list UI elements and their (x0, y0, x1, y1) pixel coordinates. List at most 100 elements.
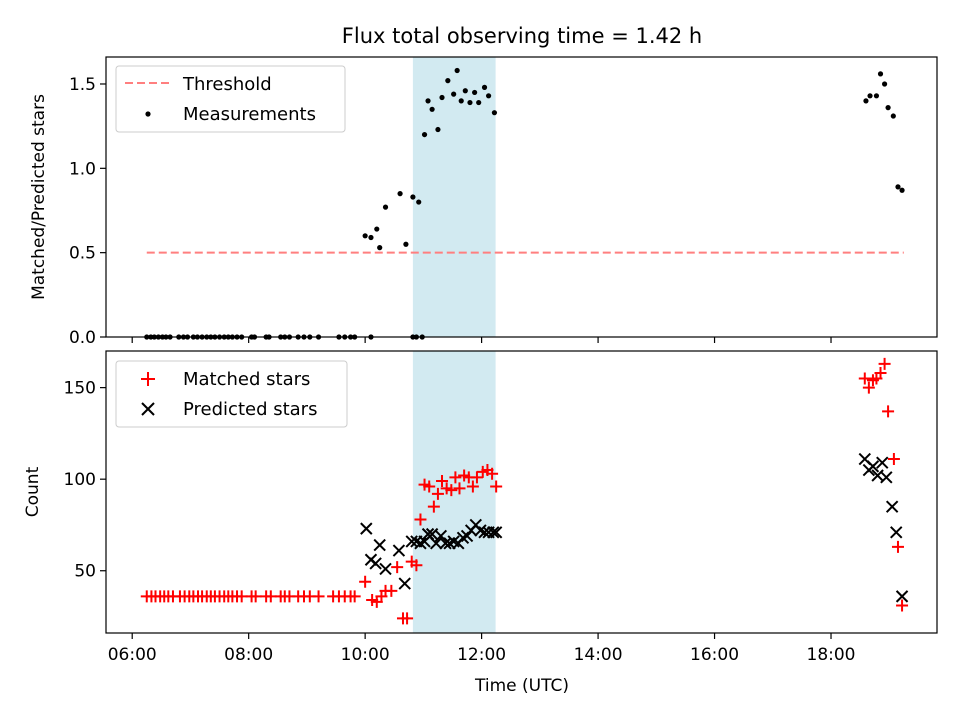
matched-stars-point (896, 599, 909, 612)
matched-stars-point (887, 453, 900, 466)
measurement-point (397, 191, 403, 197)
predicted-stars-point (429, 537, 443, 550)
top-highlight-layer (412, 57, 496, 337)
y-tick-label: 0.5 (69, 244, 96, 264)
measurement-point (416, 199, 422, 205)
measurement-point (873, 93, 880, 99)
matched-stars-point (878, 357, 891, 370)
top-ylabel: Matched/Predicted stars (29, 94, 49, 300)
predicted-stars-point (373, 538, 386, 552)
matched-stars-point (466, 480, 479, 493)
matched-stars-point (385, 584, 398, 597)
top-legend: Threshold Measurements (115, 65, 346, 133)
measurement-point (454, 67, 460, 74)
predicted-stars-point (369, 557, 382, 570)
observing-span (412, 351, 496, 633)
measurement-point (429, 106, 435, 112)
measurement-point (382, 204, 389, 210)
matched-stars-point (882, 405, 895, 418)
matched-stars-point (348, 590, 361, 603)
measurement-point (403, 241, 409, 247)
matched-stars-point (486, 467, 499, 480)
measurement-point (481, 84, 488, 90)
measurement-point (867, 93, 873, 99)
matched-stars-point (391, 561, 404, 574)
measurement-point (472, 89, 478, 96)
legend-measurements-swatch (145, 111, 151, 117)
top-legend-box (115, 65, 346, 133)
measurement-point (890, 113, 896, 119)
bottom-highlight-layer (412, 351, 496, 633)
measurement-point (362, 233, 368, 239)
y-tick-label: 50 (74, 562, 96, 582)
measurement-point (895, 184, 901, 190)
predicted-stars-point (895, 590, 909, 603)
predicted-stars-point (460, 529, 474, 543)
predicted-stars-point (414, 537, 427, 550)
measurement-point (410, 194, 416, 200)
measurement-point (435, 126, 441, 133)
measurement-point (458, 98, 464, 104)
top-x-ticks (131, 337, 832, 343)
observing-span (412, 57, 496, 337)
measurement-point (421, 131, 428, 138)
matched-stars-point (410, 559, 423, 572)
predicted-stars-point (890, 526, 903, 539)
predicted-stars-point (398, 577, 411, 590)
y-tick-label: 150 (64, 379, 96, 399)
top-y-ticks: 0.0 0.5 1.0 1.5 (69, 75, 106, 348)
x-tick-label: 16:00 (690, 645, 739, 665)
x-tick-label: 06:00 (108, 645, 157, 665)
predicted-stars-point (487, 526, 500, 539)
matched-stars-point (858, 372, 871, 385)
matched-stars-point (445, 484, 458, 497)
y-tick-label: 100 (64, 470, 96, 490)
measurement-point (377, 245, 383, 251)
measurement-point (425, 98, 431, 104)
matched-stars-point (436, 475, 449, 488)
bottom-y-ticks: 50 100 150 (64, 379, 106, 582)
matched-stars-point (453, 482, 466, 495)
bottom-x-ticks: 06:00 08:00 10:00 12:00 14:00 16:00 18:00 (108, 633, 856, 665)
measurement-point (885, 105, 891, 111)
bottom-ylabel: Count (23, 466, 43, 517)
y-tick-label: 1.0 (69, 159, 96, 179)
predicted-stars-point (379, 562, 392, 576)
matched-stars-point (414, 513, 427, 526)
y-tick-label: 1.5 (69, 75, 96, 95)
measurement-point (439, 94, 445, 101)
counts-layer (140, 357, 909, 625)
matched-stars-point (359, 575, 372, 588)
predicted-stars-point (885, 500, 899, 513)
matched-stars-point (862, 381, 875, 394)
x-axis-label: Time (UTC) (474, 676, 569, 696)
measurement-point (476, 99, 482, 106)
x-tick-label: 18:00 (807, 645, 856, 665)
predicted-stars-point (866, 460, 880, 473)
matched-stars-point (449, 471, 462, 484)
predicted-stars-point (489, 526, 503, 539)
bottom-legend: Matched stars Predicted stars (115, 360, 348, 428)
measurement-point (467, 99, 473, 106)
legend-measurements-label: Measurements (183, 104, 316, 125)
x-tick-label: 14:00 (574, 645, 623, 665)
matched-stars-point (249, 590, 262, 603)
x-tick-label: 12:00 (457, 645, 506, 665)
measurement-point (451, 91, 457, 97)
measurement-point (462, 88, 468, 94)
matched-stars-point (427, 500, 440, 513)
figure-title: Flux total observing time = 1.42 h (342, 24, 702, 48)
predicted-stars-point (876, 456, 889, 469)
y-tick-label: 0.0 (69, 328, 96, 348)
legend-threshold-label: Threshold (182, 74, 272, 95)
top-panel: 0.0 0.5 1.0 1.5 Matched/Predicted stars Thr… (29, 56, 938, 348)
matched-stars-point (891, 540, 904, 553)
measurement-point (881, 81, 888, 87)
predicted-stars-point (880, 471, 893, 484)
measurement-point (491, 110, 498, 116)
measurement-point (485, 93, 492, 99)
measurement-point (877, 71, 884, 77)
x-tick-label: 10:00 (341, 645, 390, 665)
legend-matched-label: Matched stars (183, 369, 310, 390)
